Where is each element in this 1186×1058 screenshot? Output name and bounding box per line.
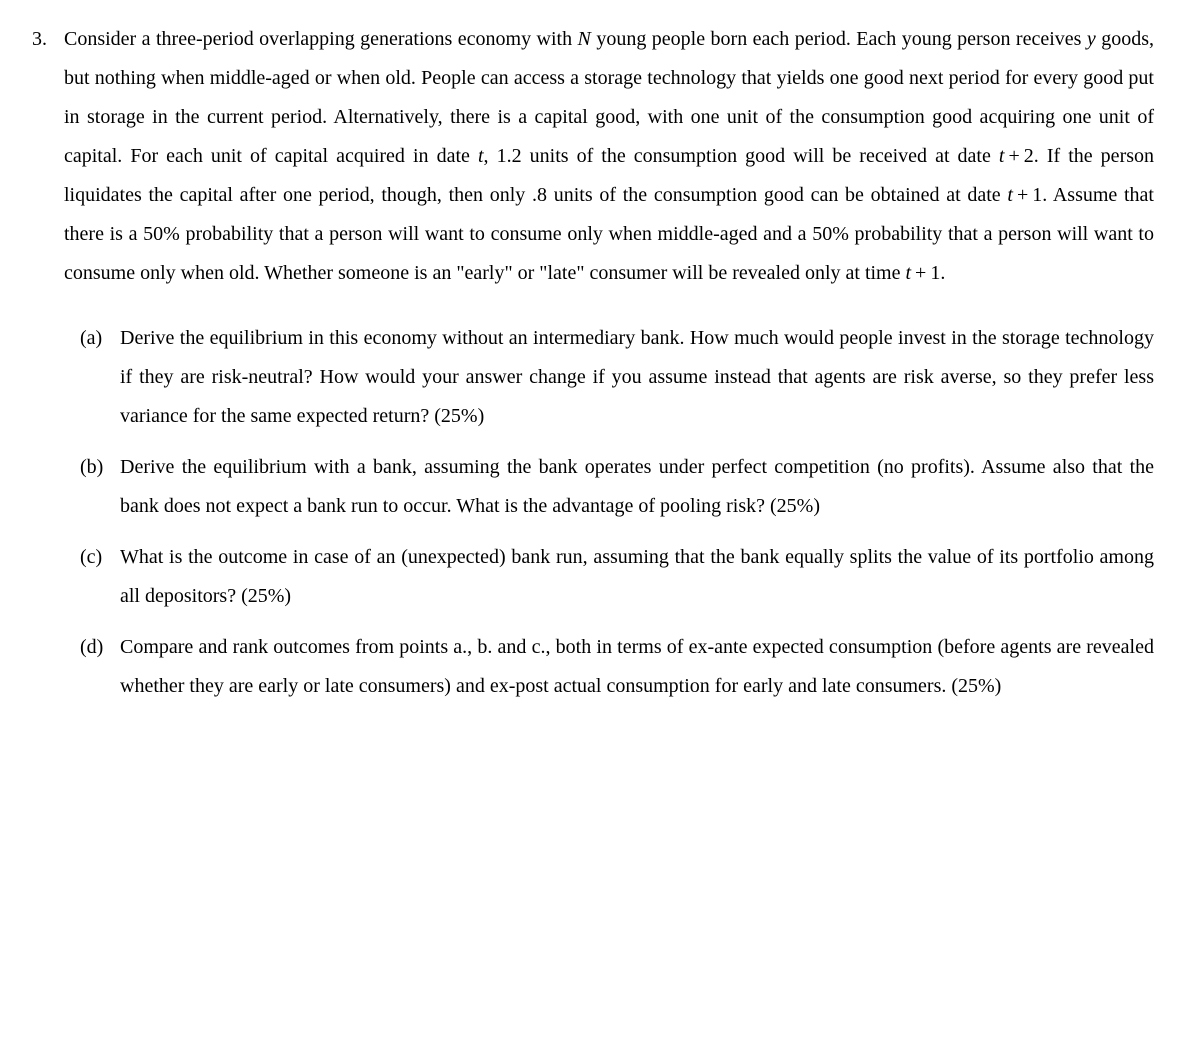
math-rest: + 2 [1004, 145, 1033, 167]
problem-body: Consider a three-period overlapping gene… [64, 20, 1154, 718]
subpart-label: (c) [80, 538, 120, 577]
math-expression: t [478, 145, 484, 167]
math-expression: N [578, 28, 591, 50]
math-variable: N [578, 28, 591, 50]
subpart: (c)What is the outcome in case of an (un… [80, 538, 1154, 616]
problem-number: 3. [32, 20, 64, 59]
subpart-text: Derive the equilibrium with a bank, assu… [120, 448, 1154, 526]
problem-container: 3. Consider a three-period overlapping g… [32, 20, 1154, 718]
subpart: (d)Compare and rank outcomes from points… [80, 628, 1154, 706]
subparts-list: (a)Derive the equilibrium in this econom… [64, 319, 1154, 706]
subpart: (b)Derive the equilibrium with a bank, a… [80, 448, 1154, 526]
math-variable: t [478, 145, 484, 167]
problem-intro: Consider a three-period overlapping gene… [64, 20, 1154, 293]
subpart-text: Derive the equilibrium in this economy w… [120, 319, 1154, 436]
subpart-label: (b) [80, 448, 120, 487]
subpart-label: (d) [80, 628, 120, 667]
math-expression: y [1087, 28, 1096, 50]
math-rest: + 1 [911, 262, 940, 284]
math-expression: t + 1 [905, 262, 940, 284]
subpart-label: (a) [80, 319, 120, 358]
subpart: (a)Derive the equilibrium in this econom… [80, 319, 1154, 436]
subpart-text: Compare and rank outcomes from points a.… [120, 628, 1154, 706]
math-expression: t + 1 [1007, 184, 1042, 206]
math-expression: t + 2 [999, 145, 1034, 167]
math-rest: + 1 [1013, 184, 1042, 206]
subpart-text: What is the outcome in case of an (unexp… [120, 538, 1154, 616]
math-variable: y [1087, 28, 1096, 50]
